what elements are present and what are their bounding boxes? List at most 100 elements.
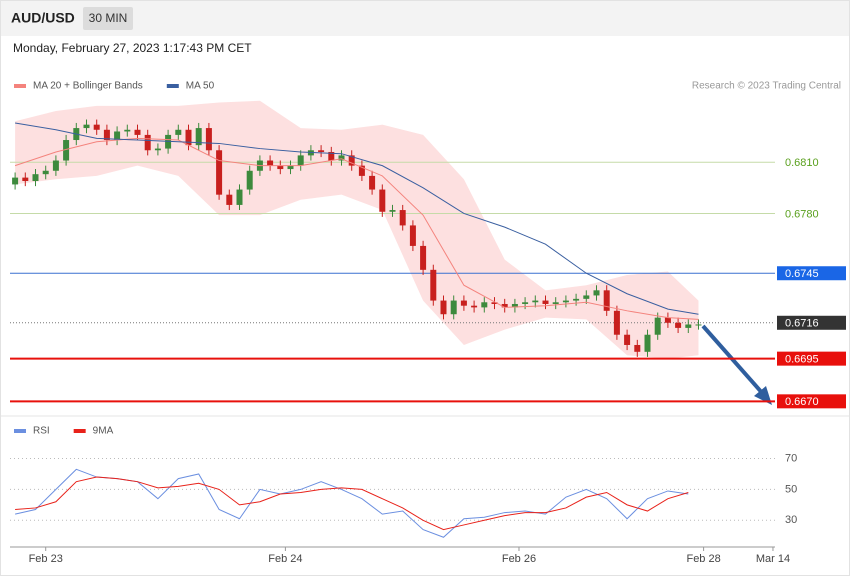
candle-body <box>481 302 488 308</box>
candle-body <box>379 189 386 212</box>
level-label: 0.6780 <box>785 208 819 220</box>
candle-body <box>205 128 212 151</box>
legend-label: MA 20 + Bollinger Bands <box>33 81 143 92</box>
candle-body <box>246 170 253 190</box>
candle-body <box>624 334 631 345</box>
candle-body <box>32 174 39 182</box>
y-tick-label: 70 <box>785 452 797 464</box>
candle-body <box>511 303 518 308</box>
candle-body <box>124 129 131 132</box>
candle-body <box>277 165 284 170</box>
forecast-arrow <box>701 324 766 397</box>
y-tick-label: 50 <box>785 483 797 495</box>
candle-body <box>593 290 600 296</box>
candle-body <box>675 322 682 328</box>
candle-body <box>103 129 110 141</box>
level-label: 0.6716 <box>785 318 819 330</box>
candle-body <box>583 295 590 299</box>
x-tick-label: Feb 26 <box>502 553 536 565</box>
candle-body <box>654 317 661 335</box>
candle-body <box>389 210 396 212</box>
candle-body <box>226 194 233 205</box>
level-label: 0.6695 <box>785 354 819 366</box>
candle-body <box>185 129 192 146</box>
timestamp: Monday, February 27, 2023 1:17:43 PM CET <box>13 41 252 55</box>
candle-body <box>644 334 651 352</box>
rsi-line <box>15 476 689 531</box>
legend-label: MA 50 <box>186 81 215 92</box>
interval[interactable]: 30 MIN <box>89 11 128 25</box>
candle-body <box>348 155 355 166</box>
candle-body <box>63 140 70 161</box>
candle-body <box>297 155 304 166</box>
candle-body <box>52 160 59 171</box>
symbol: AUD/USD <box>11 10 75 26</box>
forecast-arrowhead <box>754 386 772 405</box>
candle-body <box>42 170 49 175</box>
legend-label: 9MA <box>93 426 114 437</box>
moving-average-line <box>15 122 699 315</box>
candle-body <box>338 155 345 161</box>
moving-average-line <box>14 137 699 320</box>
candle-body <box>552 302 559 304</box>
candle-body <box>664 317 671 323</box>
level-label-box <box>777 394 846 409</box>
candle-body <box>175 129 182 135</box>
y-tick-label: 30 <box>785 514 797 526</box>
candle-body <box>287 165 294 170</box>
legend-label: RSI <box>33 426 50 437</box>
candle-body <box>685 324 692 328</box>
candle-body <box>440 300 447 315</box>
candle-body <box>695 324 702 326</box>
candle-body <box>491 302 498 304</box>
candle-body <box>399 210 406 226</box>
level-label-box <box>777 266 846 281</box>
candle-body <box>144 134 151 151</box>
candle-body <box>236 189 243 205</box>
candle-body <box>114 131 121 141</box>
candle-body <box>522 302 529 304</box>
candle-body <box>573 298 580 301</box>
candle-body <box>634 344 641 352</box>
candle-body <box>93 124 100 130</box>
candle-body <box>369 175 376 190</box>
candle-body <box>318 150 325 152</box>
candle-body <box>328 151 335 161</box>
candle-body <box>195 128 202 146</box>
candle-body <box>603 290 610 311</box>
candle-body <box>542 300 549 304</box>
candle-body <box>532 300 539 303</box>
candle-body <box>501 303 508 308</box>
candle-body <box>613 310 620 335</box>
candle-body <box>216 150 223 195</box>
candle-body <box>154 148 161 151</box>
candle-body <box>358 165 365 176</box>
level-label: 0.6670 <box>785 396 819 408</box>
candle-body <box>450 300 457 315</box>
candle-body <box>430 269 437 301</box>
candle-body <box>134 129 141 135</box>
candle-body <box>409 225 416 246</box>
candle-body <box>267 160 274 166</box>
x-tick-label: Feb 28 <box>686 553 720 565</box>
level-label: 0.6810 <box>785 157 819 169</box>
credit: Research © 2023 Trading Central <box>692 81 841 92</box>
candle-body <box>471 305 478 308</box>
candle-body <box>460 300 467 306</box>
level-label-box <box>777 315 846 330</box>
candle-body <box>562 300 569 303</box>
x-tick-label: Mar 14 <box>756 553 790 565</box>
candle-body <box>22 177 29 182</box>
candle-body <box>83 124 90 129</box>
bollinger-band <box>15 100 699 359</box>
interval-button[interactable] <box>83 7 133 30</box>
x-tick-label: Feb 24 <box>268 553 302 565</box>
x-tick-label: Feb 23 <box>29 553 63 565</box>
header-bar <box>1 1 849 36</box>
level-label: 0.6745 <box>785 268 819 280</box>
candle-body <box>420 245 427 270</box>
level-label-box <box>777 351 846 366</box>
candle-body <box>12 177 19 185</box>
